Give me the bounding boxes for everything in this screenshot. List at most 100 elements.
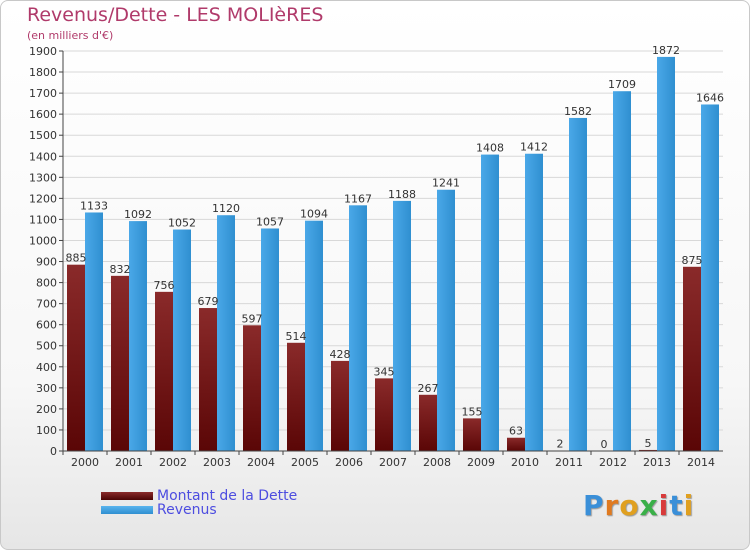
data-label-revenus: 1092 — [124, 208, 152, 221]
x-tick-label: 2004 — [247, 456, 275, 469]
logo-letter: i — [683, 489, 695, 522]
bar-revenus — [173, 229, 191, 451]
y-tick-label: 1700 — [29, 87, 57, 100]
bar-revenus — [437, 189, 455, 451]
bar-chart: 885 1133 832 1092 756 1052 679 1120 597 1057 514 10… — [29, 44, 725, 469]
data-labels: 885 1133 832 1092 756 1052 679 1120 597 1057 514 10… — [66, 44, 725, 451]
y-tick-label: 1000 — [29, 234, 57, 247]
data-label-dette: 0 — [601, 438, 608, 451]
legend-swatch-revenus — [101, 506, 153, 514]
legend-item-dette: Montant de la Dette — [101, 488, 298, 504]
bar-revenus — [85, 212, 103, 451]
data-label-revenus: 1120 — [212, 202, 240, 215]
bar-dette — [199, 308, 217, 451]
data-label-revenus: 1057 — [256, 215, 284, 228]
y-tick-label: 1200 — [29, 192, 57, 205]
y-tick-label: 600 — [36, 319, 57, 332]
y-tick-label: 1300 — [29, 171, 57, 184]
bar-revenus — [569, 117, 587, 452]
chart-subtitle: (en milliers d'€) — [27, 29, 114, 42]
legend-label-dette: Montant de la Dette — [157, 488, 298, 504]
bar-dette — [507, 437, 525, 451]
y-tick-label: 0 — [50, 445, 57, 458]
x-tick-label: 2003 — [203, 456, 231, 469]
x-tick-label: 2002 — [159, 456, 187, 469]
y-tick-label: 900 — [36, 256, 57, 269]
bar-dette — [287, 342, 305, 451]
logo-letter: o — [619, 489, 640, 522]
data-label-revenus: 1188 — [388, 188, 416, 201]
data-label-revenus: 1412 — [520, 141, 548, 154]
x-tick-label: 2009 — [467, 456, 495, 469]
bar-revenus — [217, 215, 235, 451]
y-tick-label: 1500 — [29, 129, 57, 142]
y-tick-label: 400 — [36, 361, 57, 374]
chart-title: Revenus/Dette - LES MOLIèRES — [27, 4, 324, 26]
legend-item-revenus: Revenus — [101, 502, 217, 518]
logo-letter: P — [583, 489, 605, 522]
bar-dette — [683, 266, 701, 451]
x-tick-label: 2000 — [71, 456, 99, 469]
data-label-dette: 2 — [557, 438, 564, 451]
bars — [67, 56, 719, 452]
bar-dette — [111, 275, 129, 451]
x-tick-label: 2006 — [335, 456, 363, 469]
data-label-dette: 832 — [110, 263, 131, 276]
data-label-revenus: 1408 — [476, 142, 504, 155]
data-label-dette: 345 — [374, 365, 395, 378]
bar-dette — [463, 418, 481, 451]
bar-revenus — [129, 221, 147, 451]
logo-letter: r — [604, 489, 620, 522]
data-label-dette: 514 — [286, 330, 307, 343]
logo-letter: x — [639, 489, 659, 522]
data-label-revenus: 1167 — [344, 192, 372, 205]
y-tick-label: 300 — [36, 382, 57, 395]
y-tick-label: 700 — [36, 298, 57, 311]
data-label-dette: 875 — [682, 254, 703, 267]
y-tick-label: 1600 — [29, 108, 57, 121]
bar-revenus — [393, 200, 411, 451]
data-label-dette: 756 — [154, 279, 175, 292]
data-label-revenus: 1709 — [608, 78, 636, 91]
data-label-revenus: 1646 — [696, 91, 724, 104]
x-tick-label: 2013 — [643, 456, 671, 469]
logo-letter: i — [658, 489, 670, 522]
bar-dette — [67, 264, 85, 451]
data-label-revenus: 1241 — [432, 177, 460, 190]
y-tick-label: 200 — [36, 403, 57, 416]
data-label-dette: 428 — [330, 348, 351, 361]
x-tick-label: 2008 — [423, 456, 451, 469]
y-tick-label: 800 — [36, 277, 57, 290]
bar-revenus — [305, 220, 323, 451]
y-tick-label: 1100 — [29, 213, 57, 226]
x-tick-label: 2007 — [379, 456, 407, 469]
bar-revenus — [657, 56, 675, 451]
data-label-dette: 5 — [645, 437, 652, 450]
y-tick-label: 100 — [36, 424, 57, 437]
data-label-dette: 63 — [509, 425, 523, 438]
bar-dette — [155, 291, 173, 451]
bar-revenus — [261, 228, 279, 451]
data-label-revenus: 1094 — [300, 208, 328, 221]
y-tick-label: 1400 — [29, 150, 57, 163]
data-label-revenus: 1582 — [564, 105, 592, 118]
data-label-dette: 679 — [198, 295, 219, 308]
x-tick-label: 2014 — [687, 456, 715, 469]
bar-dette — [331, 360, 349, 451]
y-tick-label: 1800 — [29, 66, 57, 79]
logo-letter: t — [669, 489, 684, 522]
data-label-revenus: 1052 — [168, 217, 196, 230]
data-label-revenus: 1872 — [652, 44, 680, 57]
bar-revenus — [613, 91, 631, 452]
y-tick-label: 500 — [36, 340, 57, 353]
bar-revenus — [701, 104, 719, 451]
axes: 0 100 200 300 400 500 600 700 800 900 1000 1100 1200… — [29, 45, 723, 469]
bar-dette — [243, 325, 261, 451]
bar-revenus — [349, 205, 367, 451]
proxiti-logo: Proxiti — [583, 489, 694, 522]
legend-label-revenus: Revenus — [157, 502, 217, 518]
x-tick-label: 2005 — [291, 456, 319, 469]
x-tick-label: 2001 — [115, 456, 143, 469]
bar-dette — [375, 378, 393, 451]
